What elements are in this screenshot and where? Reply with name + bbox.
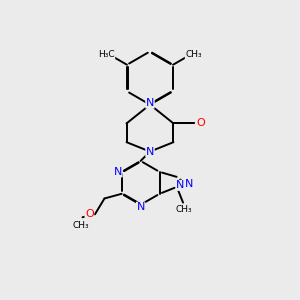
- Text: N: N: [184, 179, 193, 189]
- Text: O: O: [85, 209, 94, 219]
- Text: N: N: [136, 202, 145, 212]
- Text: N: N: [176, 180, 185, 190]
- Text: CH₃: CH₃: [185, 50, 202, 59]
- Text: H₃C: H₃C: [98, 50, 115, 59]
- Text: CH₃: CH₃: [73, 220, 89, 230]
- Text: N: N: [146, 98, 154, 108]
- Text: N: N: [114, 167, 122, 177]
- Text: CH₃: CH₃: [176, 205, 192, 214]
- Text: O: O: [196, 118, 205, 128]
- Text: N: N: [146, 147, 154, 157]
